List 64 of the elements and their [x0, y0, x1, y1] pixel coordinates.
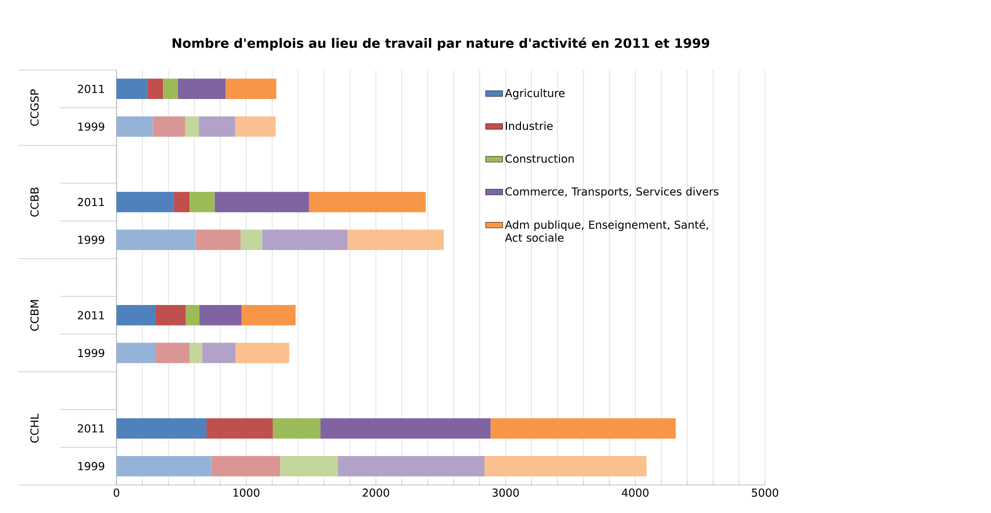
- x-tick-label: 1000: [233, 488, 260, 497]
- y-tick-label: 2011: [78, 198, 104, 206]
- x-tick-label: 0: [114, 488, 120, 497]
- text: CCBB: [30, 188, 39, 217]
- bar: [156, 305, 186, 326]
- bar: [214, 192, 309, 212]
- bar: [262, 230, 348, 250]
- legend-label: Adm publique, Enseignement, Santé, Act sociale: [504, 220, 708, 242]
- bar: [174, 192, 190, 212]
- bar: [196, 230, 241, 250]
- bar: [163, 78, 178, 100]
- bar: [186, 305, 200, 326]
- legend-label: Construction: [505, 154, 574, 163]
- y-tick-label: 1999: [78, 348, 104, 358]
- bar: [116, 230, 196, 250]
- legend-label: Industrie: [506, 122, 553, 130]
- bar: [236, 342, 290, 364]
- bar: [240, 230, 262, 250]
- bar: [308, 192, 426, 212]
- bar: [116, 116, 153, 137]
- bar: [116, 305, 156, 326]
- x-tick-label: 4000: [622, 488, 648, 497]
- bar: [320, 418, 491, 439]
- bar: [490, 418, 676, 439]
- bar: [226, 78, 276, 100]
- bar: [484, 456, 647, 476]
- bar: [198, 116, 236, 137]
- bar: [116, 78, 148, 100]
- bar: [116, 456, 212, 476]
- y-tick-label: 2011: [78, 311, 104, 320]
- bar: [178, 78, 226, 100]
- bar: [235, 116, 276, 137]
- chart-title: Nombre d'emplois au lieu de travail par nature d'activité en 2011 et 1999: [172, 37, 710, 50]
- legend-label: Commerce, Transports, Services divers: [505, 187, 718, 198]
- y-tick-label: 1999: [78, 122, 104, 131]
- bar: [200, 305, 242, 326]
- y-tick-label: 2011: [78, 424, 104, 433]
- y-tick-label: 1999: [78, 236, 104, 244]
- bar: [190, 192, 215, 212]
- bar: [338, 456, 484, 476]
- bar: [184, 116, 199, 137]
- bar: [116, 192, 174, 212]
- bar: [211, 456, 280, 476]
- bar: [206, 418, 273, 439]
- text: CCBM: [30, 300, 39, 331]
- bar: [116, 418, 207, 439]
- y-tick-label: 2011: [78, 84, 104, 94]
- bar: [156, 342, 190, 364]
- text: CCGSP: [30, 89, 39, 126]
- bar: [272, 418, 321, 439]
- x-tick-label: 5000: [752, 488, 778, 497]
- bar: [152, 116, 185, 137]
- bar: [348, 230, 444, 250]
- bar: [242, 305, 296, 326]
- bar: [116, 342, 156, 364]
- x-tick-label: 2000: [362, 488, 390, 497]
- legend-label: Agriculture: [504, 88, 565, 100]
- bar: [280, 456, 338, 476]
- y-tick-label: 1999: [78, 462, 104, 470]
- x-tick-label: 3000: [492, 488, 519, 497]
- text: CCHL: [30, 414, 39, 443]
- bar: [147, 78, 164, 100]
- bar: [202, 342, 236, 364]
- bar: [190, 342, 202, 364]
